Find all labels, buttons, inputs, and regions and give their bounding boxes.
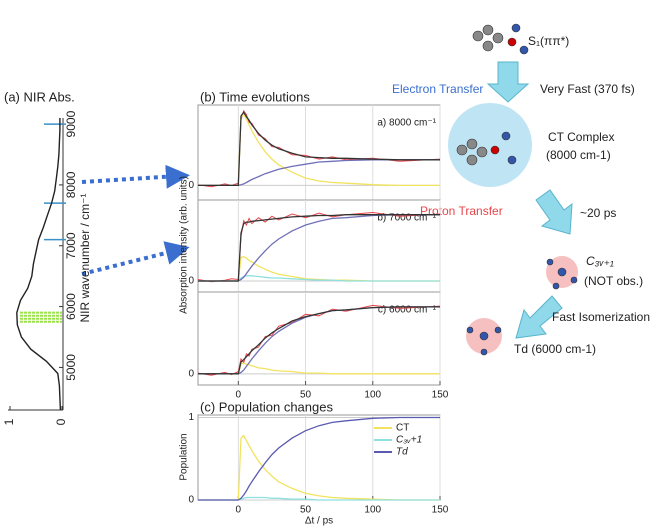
y-tick-label: 7000 — [64, 232, 78, 259]
y-tick-label: 0 — [188, 495, 194, 506]
y-tick-label: 9000 — [64, 110, 78, 137]
x-tick-label: 150 — [432, 505, 449, 516]
x-tick-label: 1 — [2, 418, 16, 425]
x-tick-label: 100 — [364, 390, 381, 401]
series-line — [198, 306, 440, 375]
y-tick-label: 6000 — [64, 293, 78, 320]
axis-label: NIR wavenumber / cm⁻¹ — [78, 193, 92, 322]
series-line — [198, 214, 440, 282]
y-tick-label: 1 — [188, 412, 194, 423]
x-tick-label: 0 — [236, 505, 242, 516]
x-tick-label: 0 — [236, 390, 242, 401]
scheme: S₁(ππ*) Electron Transfer Very Fast (370… — [392, 23, 650, 356]
series-line — [198, 362, 440, 375]
state-energy: (8000 cm-1) — [546, 148, 611, 162]
step-arrow — [486, 61, 530, 103]
x-tick-label: 50 — [300, 505, 312, 516]
step-arrow — [515, 295, 563, 339]
step-label: Electron Transfer — [392, 82, 483, 96]
axis-label: Absorption intensity (arb. units) — [179, 176, 190, 314]
pointer-arrow — [81, 164, 190, 189]
series-line — [198, 214, 440, 282]
panel-label: a) 8000 cm⁻¹ — [377, 118, 436, 129]
molecule — [456, 23, 578, 356]
state-note: (NOT obs.) — [584, 274, 643, 288]
y-tick-label: 8000 — [64, 171, 78, 198]
axis-label: Population — [179, 433, 190, 480]
panel-title: (c) Population changes — [200, 399, 333, 414]
ct-blob — [448, 103, 532, 187]
series-line — [198, 275, 440, 282]
step-label: Proton Transfer — [420, 204, 503, 218]
x-tick-label: 150 — [432, 390, 449, 401]
panel-label: c) 6000 cm⁻¹ — [378, 305, 437, 316]
y-tick-label: 0 — [188, 276, 194, 287]
series-line — [197, 304, 441, 376]
state-label: S₁(ππ*) — [528, 34, 569, 48]
series-line — [198, 306, 440, 375]
legend-label: C₃ᵥ+1 — [396, 435, 422, 446]
step-time: ~20 ps — [580, 206, 616, 220]
y-tick-label: 0 — [188, 368, 194, 379]
legend-label: Td — [396, 447, 408, 458]
step-label: Fast Isomerization — [552, 310, 650, 324]
series-line — [198, 111, 440, 187]
state-label: C₃ᵥ₊₁ — [586, 254, 614, 268]
state-label: Td (6000 cm-1) — [514, 342, 596, 356]
spectrum — [16, 118, 62, 411]
y-tick-label: 0 — [188, 180, 194, 191]
series-line — [198, 416, 440, 501]
axis-label: Δt / ps — [305, 516, 333, 527]
panel-title: (b) Time evolutions — [200, 89, 310, 104]
panel-title: (a) NIR Abs. — [4, 89, 75, 104]
legend-label: CT — [396, 423, 409, 434]
panel-label: b) 7000 cm⁻¹ — [377, 213, 436, 224]
x-tick-label: 50 — [300, 390, 312, 401]
step-time: Very Fast (370 fs) — [540, 82, 635, 96]
step-arrow — [535, 189, 573, 235]
pointer-arrow — [81, 241, 190, 276]
series-line — [198, 256, 440, 282]
y-tick-label: 5000 — [64, 354, 78, 381]
x-tick-label: 0 — [54, 418, 68, 425]
state-label: CT Complex — [548, 130, 614, 144]
x-tick-label: 100 — [364, 505, 381, 516]
